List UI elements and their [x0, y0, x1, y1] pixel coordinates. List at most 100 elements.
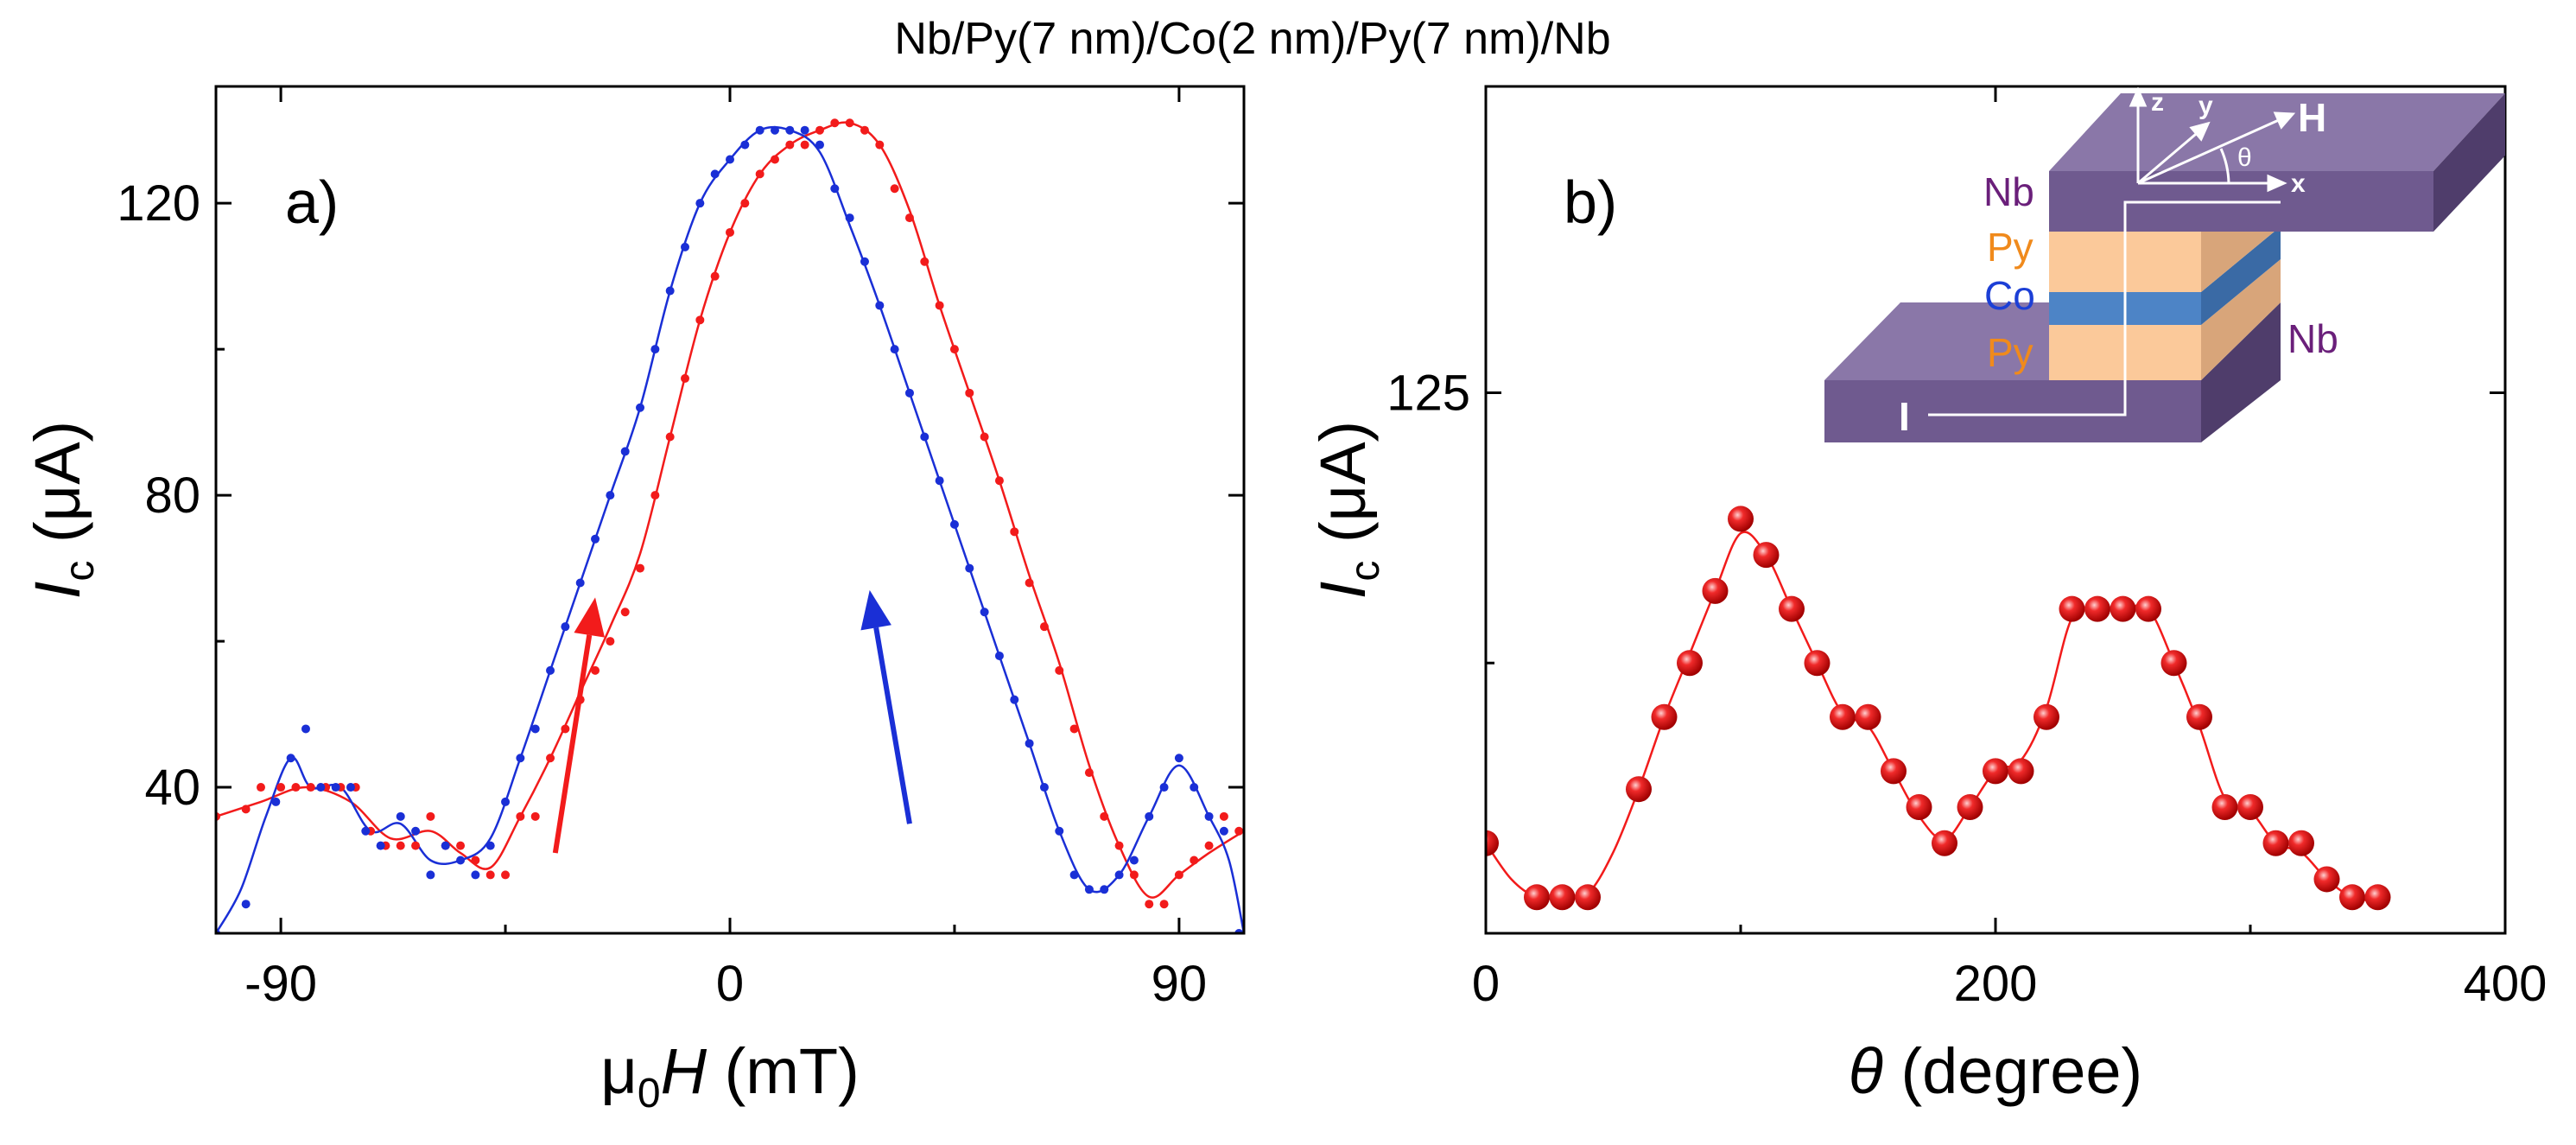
inset-label-nb-bottom: Nb: [2287, 316, 2338, 361]
panel-b-xlabel-unit: (degree): [1883, 1035, 2142, 1107]
panel-a-series-0-point: [276, 783, 286, 792]
panel-a-ylabel-i: I: [22, 582, 93, 600]
panel-a-series-1-point: [845, 213, 854, 223]
panel-a-series-1-point: [441, 841, 450, 850]
panel-a-series-1-point: [485, 841, 495, 850]
panel-b-series-0-point: [1779, 595, 1805, 622]
panel-a-series-1-point: [1055, 826, 1064, 836]
panel-a-series-0-point: [1010, 527, 1019, 537]
panel-a-series-1-point: [1100, 885, 1109, 894]
panel-b-ylabel: Ic (μA): [1307, 421, 1388, 599]
co-side: [2201, 226, 2281, 325]
panel-b-series-0-point: [1932, 830, 1957, 856]
panel-a-series-1-point: [271, 797, 281, 806]
panel-a-series-1-point: [890, 345, 899, 354]
panel-a-series-0-line: [216, 121, 1244, 899]
panel-a-series-1-point: [411, 826, 421, 836]
panel-a-series-1-point: [665, 286, 675, 296]
panel-b-ytick-label: 125: [1386, 365, 1470, 421]
panel-b-series-0-point: [1575, 884, 1601, 911]
panel-a-series-1-point: [695, 199, 705, 208]
inset-label-z: z: [2151, 88, 2164, 117]
panel-b-series-0-point: [1626, 776, 1652, 803]
panel-b-series-0-point: [2059, 595, 2085, 622]
panel-a-frame: [214, 85, 1246, 935]
panel-a-series-1-point: [361, 826, 371, 836]
panel-a-series-0-point: [710, 271, 720, 281]
panel-a-arrow-0-head: [574, 597, 606, 638]
panel-a-series-1-point: [770, 125, 779, 135]
panel-a-series-0-point: [516, 811, 525, 821]
panel-a-series-0-point: [949, 345, 959, 354]
panel-b-series-0-point: [2288, 830, 2314, 856]
panel-b-xtick-label: 200: [1954, 956, 2038, 1012]
panel-a-series-0-point: [256, 783, 265, 792]
panel-a-series-0-point: [755, 169, 765, 179]
panel-a-series-0-point: [1025, 578, 1034, 588]
panel-a-series-0-point: [815, 125, 824, 135]
panel-a-series-0-point: [530, 811, 540, 821]
panel-a-series-1-point: [830, 184, 840, 194]
panel-a-series-0-point: [980, 432, 989, 442]
py-bottom-side: [2201, 259, 2281, 380]
panel-a-ytick-label: 80: [144, 468, 200, 524]
panel-a-series-0-point: [935, 301, 944, 310]
panel-a-series-0-point: [860, 125, 869, 135]
panel-b-series-0-point: [2084, 595, 2110, 622]
inset-label-co: Co: [1984, 273, 2035, 318]
panel-b-series-0-point: [1651, 703, 1678, 730]
panel-a-xlabel-unit: (mT): [707, 1035, 860, 1107]
panel-a-series-0-point: [650, 491, 660, 500]
panel-a-series-1-point: [620, 447, 630, 456]
panel-a-series-1-point: [606, 491, 615, 500]
panel-a-series-1-point: [1159, 783, 1169, 792]
panel-a-series-1-point: [1010, 695, 1019, 704]
panel-a-series-1-point: [1204, 811, 1214, 821]
panel-b-ylabel-i: I: [1307, 582, 1379, 600]
panel-a-series-0-point: [1145, 900, 1154, 909]
panel-b-series-0-point: [1906, 794, 1932, 821]
panel-a-series-1-point: [636, 403, 645, 412]
panel-a-series-0-point: [830, 118, 840, 128]
panel-a-series-0-point: [800, 140, 809, 149]
panel-b-series-0-point: [2237, 794, 2263, 821]
panel-a-series-1-point: [546, 665, 555, 675]
panel-a-series-1-point: [920, 432, 930, 442]
panel-a-series-1-point: [650, 345, 660, 354]
panel-a-arrow-1-head: [860, 589, 891, 631]
panel-b-ylabel-sub: c: [1342, 561, 1388, 582]
panel-b-plot-area: [1486, 506, 2391, 911]
panel-a-series-0-point: [740, 199, 750, 208]
panel-b-series-0-point: [2110, 595, 2136, 622]
panel-a-arrow-0-shaft: [552, 634, 593, 854]
panel-b-series-0-point: [1524, 884, 1550, 911]
panel-a-series-1-point: [710, 169, 720, 179]
panel-a-series-1-point: [681, 242, 690, 251]
panel-a-series-1-point: [904, 388, 914, 398]
panel-a-series-0-point: [620, 607, 630, 617]
panel-a-series-0-point: [1069, 724, 1079, 734]
panel-a-series-0-point: [890, 184, 899, 194]
panel-b-series-0-point: [1855, 703, 1881, 730]
panel-a-series-group: [216, 118, 1244, 933]
panel-a-xlabel-sub: 0: [638, 1071, 661, 1116]
inset-label-py-bottom: Py: [1987, 330, 2034, 375]
panel-b-xlabel: θ (degree): [1849, 1035, 2142, 1107]
panel-b-series-0-point: [1753, 542, 1780, 569]
panel-a-series-1-point: [426, 870, 435, 880]
panel-b-series-0-point: [2135, 595, 2161, 622]
panel-a-series-0-point: [485, 870, 495, 880]
panel-b-series-0-point: [1702, 577, 1729, 604]
panel-a-series-1-point: [241, 900, 251, 909]
panel-a-xlabel-mu: μ: [600, 1035, 638, 1107]
panel-a-series-1-point: [1129, 856, 1139, 865]
panel-a-series-1-point: [860, 257, 869, 266]
panel-a-series-0-point: [1204, 841, 1214, 850]
inset-label-py-top: Py: [1987, 225, 2034, 270]
panel-a-series-0-point: [606, 637, 615, 646]
panel-a-ylabel-sub: c: [57, 561, 103, 582]
panel-a-series-1-point: [800, 125, 809, 135]
panel-b-chart: 0 200 400 125 b) θ (degree) Ic (μA): [1307, 85, 2547, 1107]
panel-a-series-1-point: [726, 155, 734, 164]
